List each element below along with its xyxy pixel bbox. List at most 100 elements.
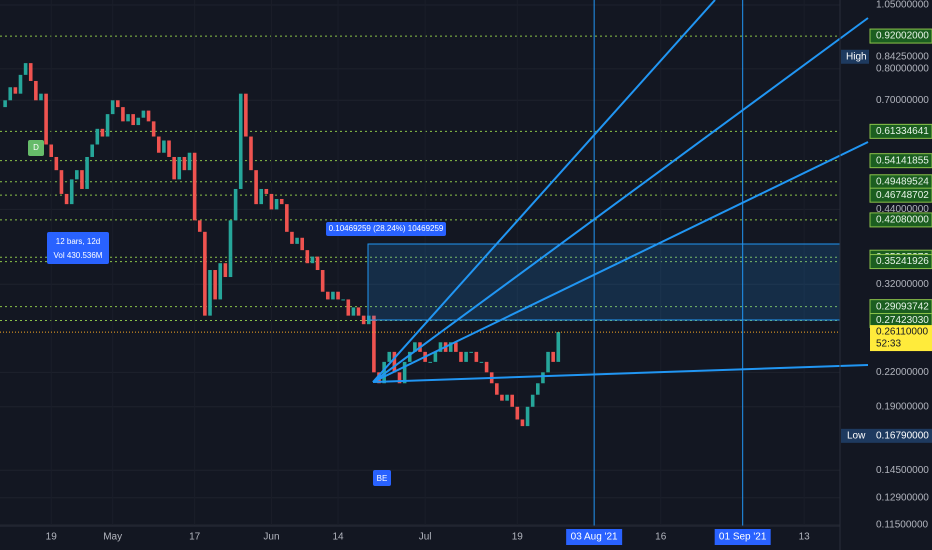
candle-body (392, 351, 397, 373)
candle-body (8, 87, 13, 101)
candle-body (192, 152, 197, 221)
date-marker-label: 03 Aug '21 (571, 532, 618, 543)
candle-body (413, 342, 417, 352)
candle-body (49, 144, 54, 157)
range-bars: 12 bars, 12d (56, 237, 100, 246)
level-label: 0.46748702 (876, 190, 929, 201)
be-marker[interactable] (373, 470, 391, 486)
candle-body (197, 220, 202, 232)
candle-body (23, 63, 28, 75)
candle-body (146, 110, 151, 122)
candle-body (264, 188, 269, 194)
fan-line[interactable] (372, 0, 716, 383)
x-tick-label: 13 (799, 532, 811, 543)
level-badge (869, 28, 932, 44)
candle-body (274, 198, 279, 210)
candle-body (3, 100, 7, 108)
drawings: 12 bars, 12d Vol 430.536M 0.10469259 (28… (28, 0, 869, 526)
x-tick-label: Jul (419, 532, 432, 543)
candle-body (269, 193, 274, 210)
date-badge (566, 529, 623, 545)
candle-body (156, 136, 161, 153)
candle-body (213, 270, 217, 300)
candle-body (541, 372, 545, 384)
candle-body (474, 351, 479, 362)
candle-body (459, 351, 463, 362)
candle-body (80, 170, 84, 189)
candle-body (13, 87, 18, 94)
level-badge (869, 254, 932, 270)
candle-body (172, 156, 176, 180)
x-tick-label: 14 (332, 532, 344, 543)
candle-body (305, 250, 310, 264)
candle-body (136, 117, 141, 126)
fan-line[interactable] (372, 364, 869, 383)
x-tick-label: 16 (655, 532, 667, 543)
candle-body (464, 351, 468, 362)
date-badge (714, 529, 771, 545)
candle-body (54, 156, 59, 171)
candle-body (351, 307, 356, 316)
level-label: 0.42080000 (876, 215, 929, 226)
candle-body (315, 256, 320, 271)
candle-body (116, 100, 120, 108)
y-tick-label: 0.80000000 (876, 64, 929, 75)
candle-body (484, 361, 489, 373)
candle-body (44, 93, 48, 145)
level-label: 0.92002000 (876, 31, 929, 42)
y-tick-label: 0.32000000 (876, 279, 929, 290)
x-tick-label: Jun (263, 532, 279, 543)
candle-body (223, 263, 228, 278)
level-badge (869, 187, 932, 203)
measure-box[interactable] (367, 243, 841, 321)
low-badge (841, 428, 932, 443)
candle-body (341, 299, 345, 301)
candle-body (167, 140, 171, 157)
candle-body (208, 270, 212, 316)
x-tick-label: 19 (46, 532, 58, 543)
candle-body (121, 107, 125, 122)
candle-body (520, 419, 525, 427)
fan-line[interactable] (372, 141, 869, 383)
y-tick-label: 0.14500000 (876, 465, 929, 476)
candle-body (372, 315, 376, 373)
candle-body (402, 361, 407, 384)
candle-body (105, 114, 110, 137)
candle-body (290, 231, 294, 244)
candle-body (556, 332, 561, 362)
y-tick-label: 0.11500000 (876, 519, 929, 530)
candle-body (320, 270, 325, 292)
level-label: 0.49489524 (876, 176, 929, 187)
level-badge (869, 212, 932, 228)
candle-body (182, 156, 187, 171)
plot-area (0, 4, 840, 526)
candle-body (346, 299, 351, 316)
last-label: 0.26110000 (876, 327, 929, 338)
candle-body (151, 121, 156, 137)
range-vol: Vol 430.536M (54, 251, 103, 260)
candle-body (515, 406, 520, 420)
level-label: 0.29093742 (876, 301, 929, 312)
candle-body (34, 80, 38, 101)
candle-body (187, 152, 192, 171)
candle-body (39, 93, 43, 101)
candle-body (356, 307, 361, 316)
candle-body (131, 114, 135, 126)
y-tick-label: 0.19000000 (876, 401, 929, 412)
candle-body (310, 256, 315, 264)
candle-body (510, 394, 514, 407)
fan-line[interactable] (372, 17, 869, 383)
candle-body (454, 342, 458, 352)
candle-body (203, 231, 207, 316)
candle-body (300, 237, 304, 251)
candle-body (285, 204, 289, 232)
candle-body (100, 128, 105, 137)
candle-body (551, 351, 555, 362)
candle-body (18, 74, 23, 94)
candle-body (295, 237, 299, 244)
candle-body (397, 372, 402, 384)
candle-body (469, 351, 474, 353)
candle-body (495, 383, 499, 395)
y-tick-label: 0.12900000 (876, 492, 929, 503)
candle-body (546, 351, 550, 373)
